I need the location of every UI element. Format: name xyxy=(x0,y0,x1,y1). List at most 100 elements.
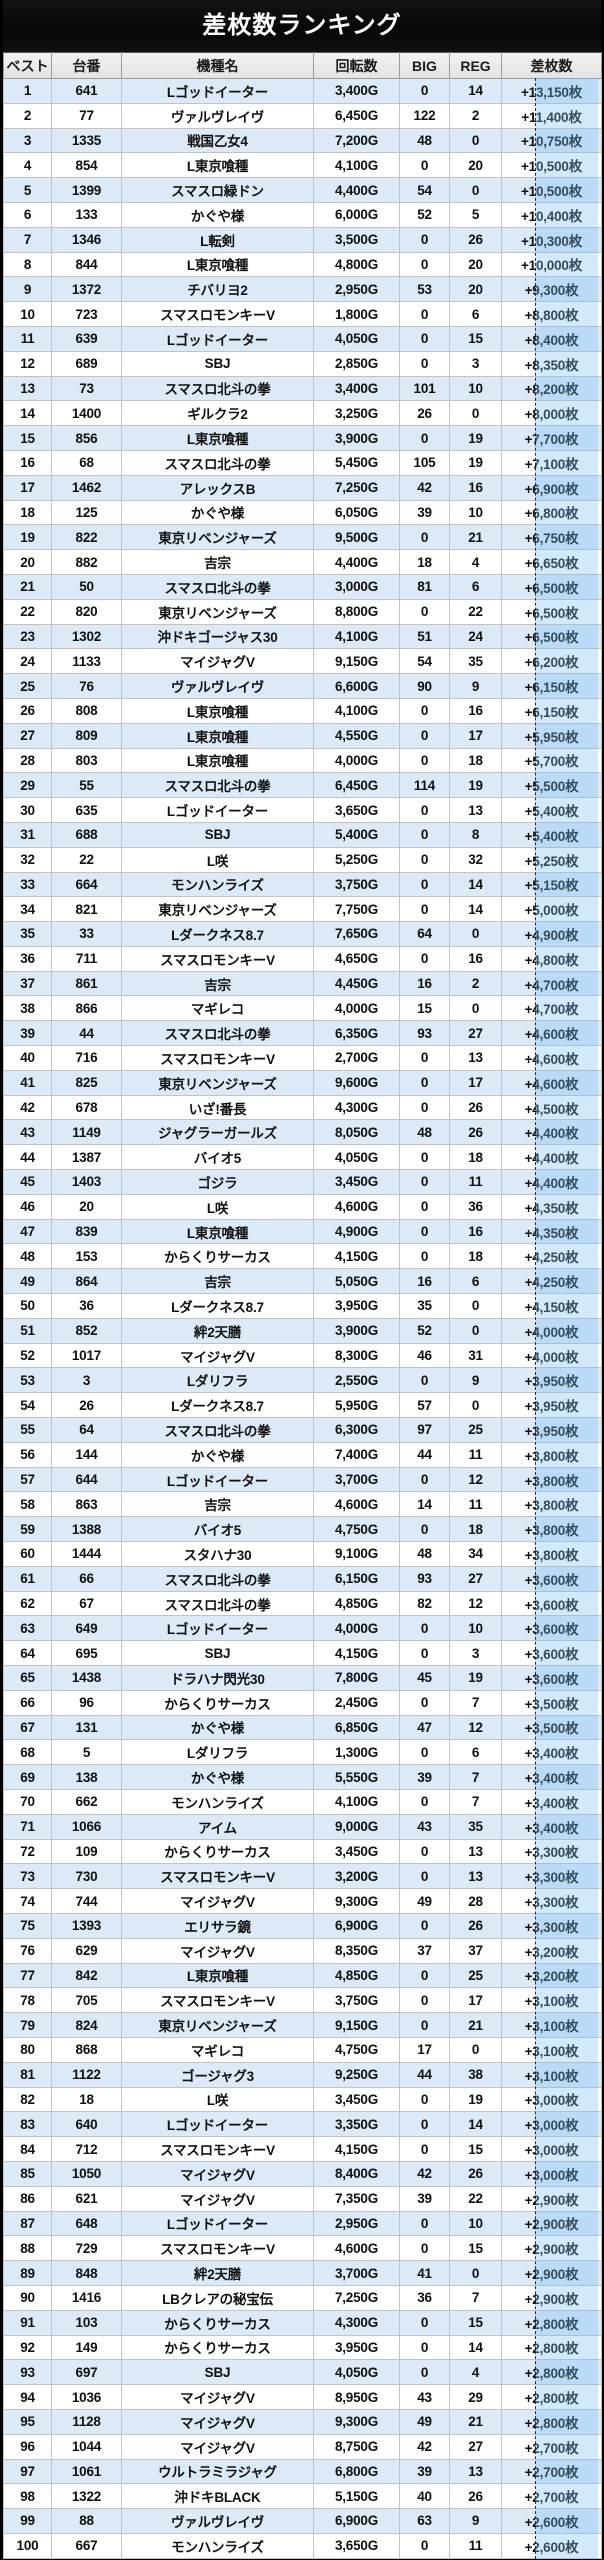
cell-dai: 716 xyxy=(51,1045,122,1071)
cell-machine-name: バイオ5 xyxy=(121,1516,314,1543)
table-row: 63 649 Lゴッドイーター 4,000G 0 10 +3,600枚 xyxy=(3,1615,602,1642)
table-row: 22 820 東京リベンジャーズ 8,800G 0 22 +6,500枚 xyxy=(3,598,602,625)
cell-big: 18 xyxy=(399,549,450,575)
cell-diff: +3,000枚 xyxy=(501,2111,602,2138)
cell-games: 4,050G xyxy=(313,2359,400,2386)
cell-games: 4,650G xyxy=(313,945,400,972)
cell-games: 9,150G xyxy=(313,2012,400,2038)
cell-dai: 635 xyxy=(51,797,122,823)
cell-reg: 16 xyxy=(449,697,502,724)
cell-rank: 32 xyxy=(3,846,52,873)
cell-games: 4,050G xyxy=(313,1144,400,1171)
cell-games: 5,550G xyxy=(313,1764,400,1790)
cell-diff: +4,600枚 xyxy=(501,1069,602,1096)
cell-diff: +3,500枚 xyxy=(501,1714,602,1741)
cell-dai: 1149 xyxy=(51,1119,122,1146)
cell-games: 8,350G xyxy=(313,1937,400,1964)
table-row: 98 1322 沖ドキBLACK 5,150G 40 26 +2,700枚 xyxy=(3,2483,602,2510)
cell-diff: +9,300枚 xyxy=(501,276,602,303)
cell-diff: +4,250枚 xyxy=(501,1243,602,1270)
cell-big: 0 xyxy=(399,697,450,724)
cell-reg: 8 xyxy=(449,821,502,848)
table-row: 60 1444 スタハナ30 9,100G 48 34 +3,800枚 xyxy=(3,1541,602,1567)
cell-reg: 11 xyxy=(449,1491,502,1518)
cell-diff: +2,700枚 xyxy=(501,2458,602,2485)
cell-big: 48 xyxy=(399,127,450,154)
cell-games: 4,150G xyxy=(313,2136,400,2162)
table-row: 17 1462 アレックスB 7,250G 42 16 +6,900枚 xyxy=(3,474,602,501)
cell-machine-name: Lゴッドイーター xyxy=(121,1615,314,1642)
cell-dai: 712 xyxy=(51,2136,122,2162)
table-row: 41 825 東京リベンジャーズ 9,600G 0 17 +4,600枚 xyxy=(3,1069,602,1096)
cell-reg: 25 xyxy=(449,1962,502,1989)
cell-rank: 15 xyxy=(3,425,52,451)
cell-rank: 50 xyxy=(3,1293,52,1319)
cell-dai: 1393 xyxy=(51,1912,122,1939)
cell-machine-name: ドラハナ閃光30 xyxy=(121,1665,314,1691)
cell-games: 6,000G xyxy=(313,201,400,228)
cell-dai: 640 xyxy=(51,2111,122,2138)
cell-rank: 35 xyxy=(3,921,52,947)
cell-diff: +8,400枚 xyxy=(501,325,602,352)
cell-rank: 43 xyxy=(3,1119,52,1146)
cell-diff: +2,700枚 xyxy=(501,2433,602,2460)
cell-dai: 73 xyxy=(51,375,122,402)
cell-diff: +4,700枚 xyxy=(501,995,602,1022)
cell-dai: 822 xyxy=(51,524,122,551)
cell-big: 0 xyxy=(399,1094,450,1121)
cell-rank: 89 xyxy=(3,2260,52,2286)
cell-games: 3,650G xyxy=(313,2532,400,2559)
cell-machine-name: スマスロ北斗の拳 xyxy=(121,1417,314,1443)
table-row: 27 809 L東京喰種 4,550G 0 17 +5,950枚 xyxy=(3,722,602,749)
cell-games: 9,500G xyxy=(313,524,400,551)
cell-rank: 100 xyxy=(3,2532,52,2559)
cell-dai: 852 xyxy=(51,1317,122,1344)
cell-dai: 3 xyxy=(51,1367,122,1394)
cell-games: 7,350G xyxy=(313,2185,400,2212)
cell-diff: +6,150枚 xyxy=(501,673,602,699)
cell-games: 7,750G xyxy=(313,896,400,923)
cell-diff: +5,000枚 xyxy=(501,896,602,923)
cell-rank: 16 xyxy=(3,449,52,476)
cell-diff: +4,900枚 xyxy=(501,921,602,947)
cell-big: 97 xyxy=(399,1417,450,1443)
cell-reg: 19 xyxy=(449,1665,502,1691)
cell-big: 0 xyxy=(399,425,450,451)
cell-dai: 861 xyxy=(51,970,122,997)
cell-reg: 3 xyxy=(449,350,502,377)
cell-machine-name: Lゴッドイーター xyxy=(121,797,314,823)
cell-rank: 93 xyxy=(3,2359,52,2386)
cell-games: 4,450G xyxy=(313,970,400,997)
cell-big: 0 xyxy=(399,722,450,749)
table-row: 59 1388 バイオ5 4,750G 0 18 +3,800枚 xyxy=(3,1516,602,1543)
cell-rank: 77 xyxy=(3,1962,52,1989)
cell-rank: 87 xyxy=(3,2210,52,2237)
cell-games: 6,900G xyxy=(313,2508,400,2534)
cell-big: 47 xyxy=(399,1714,450,1741)
cell-diff: +2,600枚 xyxy=(501,2508,602,2534)
cell-big: 0 xyxy=(399,350,450,377)
cell-big: 0 xyxy=(399,1689,450,1716)
cell-reg: 26 xyxy=(449,226,502,253)
cell-machine-name: マイジャグV xyxy=(121,2433,314,2460)
table-row: 89 848 絆2天膳 3,700G 41 0 +2,900枚 xyxy=(3,2260,602,2286)
cell-games: 3,350G xyxy=(313,2111,400,2138)
cell-big: 0 xyxy=(399,1912,450,1939)
cell-games: 4,850G xyxy=(313,1590,400,1617)
cell-big: 93 xyxy=(399,1565,450,1592)
cell-rank: 25 xyxy=(3,673,52,699)
cell-games: 7,400G xyxy=(313,1441,400,1468)
cell-games: 8,300G xyxy=(313,1342,400,1369)
cell-reg: 18 xyxy=(449,1144,502,1171)
cell-diff: +3,000枚 xyxy=(501,2160,602,2187)
cell-reg: 14 xyxy=(449,2111,502,2138)
cell-rank: 10 xyxy=(3,301,52,327)
cell-rank: 47 xyxy=(3,1218,52,1245)
cell-reg: 6 xyxy=(449,1268,502,1295)
cell-games: 7,250G xyxy=(313,474,400,501)
cell-diff: +3,100枚 xyxy=(501,2036,602,2063)
cell-big: 114 xyxy=(399,772,450,799)
cell-dai: 55 xyxy=(51,772,122,799)
cell-games: 4,900G xyxy=(313,1218,400,1245)
